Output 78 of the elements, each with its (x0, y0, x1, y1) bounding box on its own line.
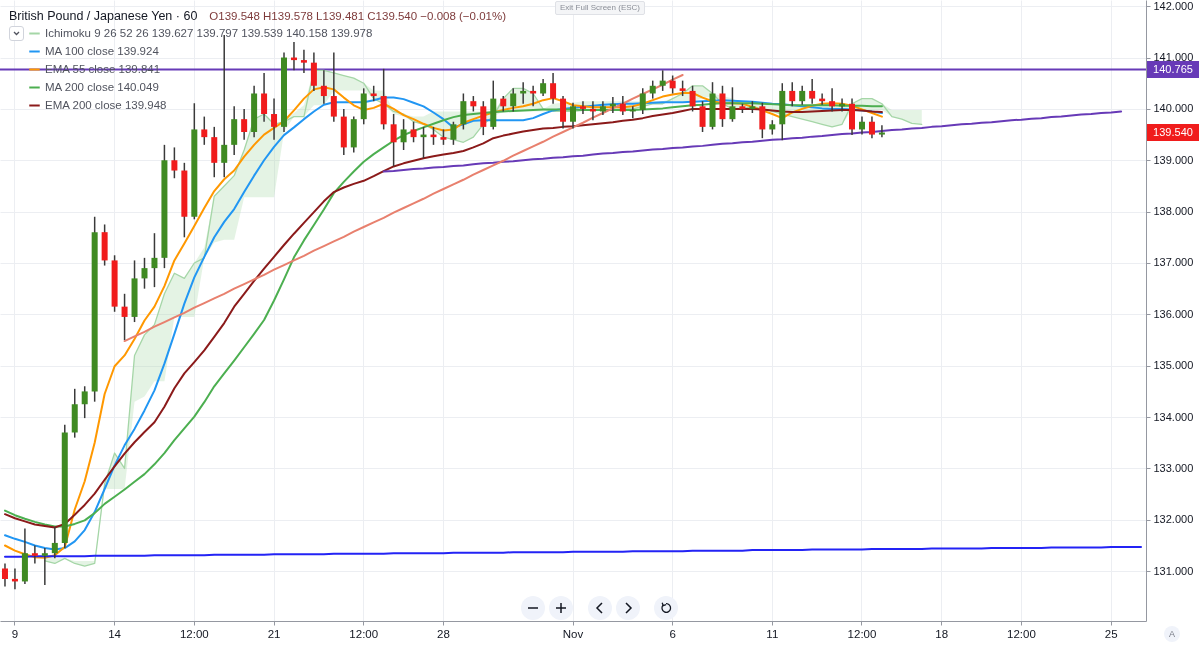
text: O139.548 H139.578 L139.481 C139.540 −0.008 (−0.01%) (209, 10, 507, 22)
x-tick-label: 12:00 (1007, 627, 1036, 640)
x-tick-label: 12:00 (349, 627, 379, 640)
y-tick-label: 142.000 (1153, 0, 1194, 12)
text: A (1164, 626, 1180, 642)
candlestick (81, 385, 88, 419)
candlestick (141, 257, 148, 290)
candlestick (330, 51, 337, 123)
candlestick (31, 544, 38, 565)
y-tick-label: 133.000 (1153, 461, 1194, 474)
legend-label: MA 100 close 139.924 (45, 44, 160, 57)
candlestick (300, 49, 307, 74)
candlestick (868, 115, 875, 139)
candlestick (579, 100, 586, 115)
y-tick-label: 137.000 (1153, 256, 1194, 269)
text: 139.540 (1147, 124, 1199, 142)
x-tick-label: 18 (935, 627, 949, 640)
candlestick (729, 86, 736, 123)
x-tick-label: 11 (766, 627, 779, 640)
candlestick (689, 85, 696, 113)
candlestick (390, 113, 397, 168)
y-tick-label: 139.000 (1153, 153, 1194, 166)
candlestick (799, 85, 806, 106)
x-tick-label: 28 (437, 627, 450, 640)
candlestick (241, 108, 248, 141)
candlestick (320, 69, 327, 105)
y-tick-label: 132.000 (1153, 513, 1194, 526)
candlestick (310, 51, 317, 92)
y-tick-label: 136.000 (1153, 307, 1194, 320)
x-tick-label: 14 (108, 627, 122, 640)
candlestick (510, 87, 517, 113)
candlestick (261, 72, 268, 123)
candlestick (410, 120, 417, 144)
x-tick-label: 9 (11, 627, 19, 640)
candlestick (659, 69, 666, 92)
candlestick (759, 101, 766, 139)
line-series (382, 110, 1123, 173)
candlestick (460, 92, 467, 131)
legend-label: Ichimoku 9 26 52 26 139.627 139.797 139.539 140.158 139.978 (45, 26, 373, 39)
candlestick (789, 81, 796, 108)
candlestick (570, 101, 576, 130)
candlestick (450, 120, 457, 146)
candlestick (1, 562, 8, 588)
candlestick (639, 87, 646, 115)
y-tick-label: 141.000 (1153, 51, 1194, 64)
candlestick (271, 97, 278, 141)
x-tick-label: 21 (267, 627, 281, 640)
candlestick (699, 100, 706, 133)
candlestick (41, 547, 48, 586)
candlestick (400, 118, 407, 151)
candlestick (171, 146, 178, 179)
candlestick (560, 95, 567, 130)
candlestick (51, 526, 58, 560)
candlestick (809, 78, 816, 105)
legend-label: MA 200 close 140.049 (45, 80, 159, 93)
ref-line-label: 140.765 (1147, 61, 1199, 79)
x-tick-label: Nov (562, 627, 584, 640)
x-tick-label: 25 (1104, 627, 1118, 640)
text: British Pound / Japanese Yen · 60 (9, 9, 198, 23)
annotation: Exit Full Screen (ESC) (555, 1, 646, 15)
y-tick-label: 135.000 (1153, 359, 1194, 372)
y-tick-label: 131.000 (1153, 564, 1194, 577)
x-tick-label: 6 (669, 627, 676, 640)
legend-label: EMA 200 close 139.948 (45, 98, 167, 111)
line-series (3, 546, 1143, 558)
x-tick-label: 12:00 (847, 627, 877, 640)
candlestick (829, 87, 836, 113)
y-tick-label: 140.000 (1153, 102, 1194, 115)
candlestick (550, 72, 557, 105)
x-tick-label: 12:00 (179, 627, 209, 640)
candlestick (480, 100, 487, 136)
y-tick-label: 138.000 (1153, 205, 1194, 218)
candlestick (151, 232, 158, 288)
y-tick-label: 134.000 (1153, 410, 1194, 423)
candlestick (878, 124, 885, 138)
candlestick (121, 293, 128, 341)
candlestick (619, 95, 626, 116)
candlestick (201, 115, 208, 146)
